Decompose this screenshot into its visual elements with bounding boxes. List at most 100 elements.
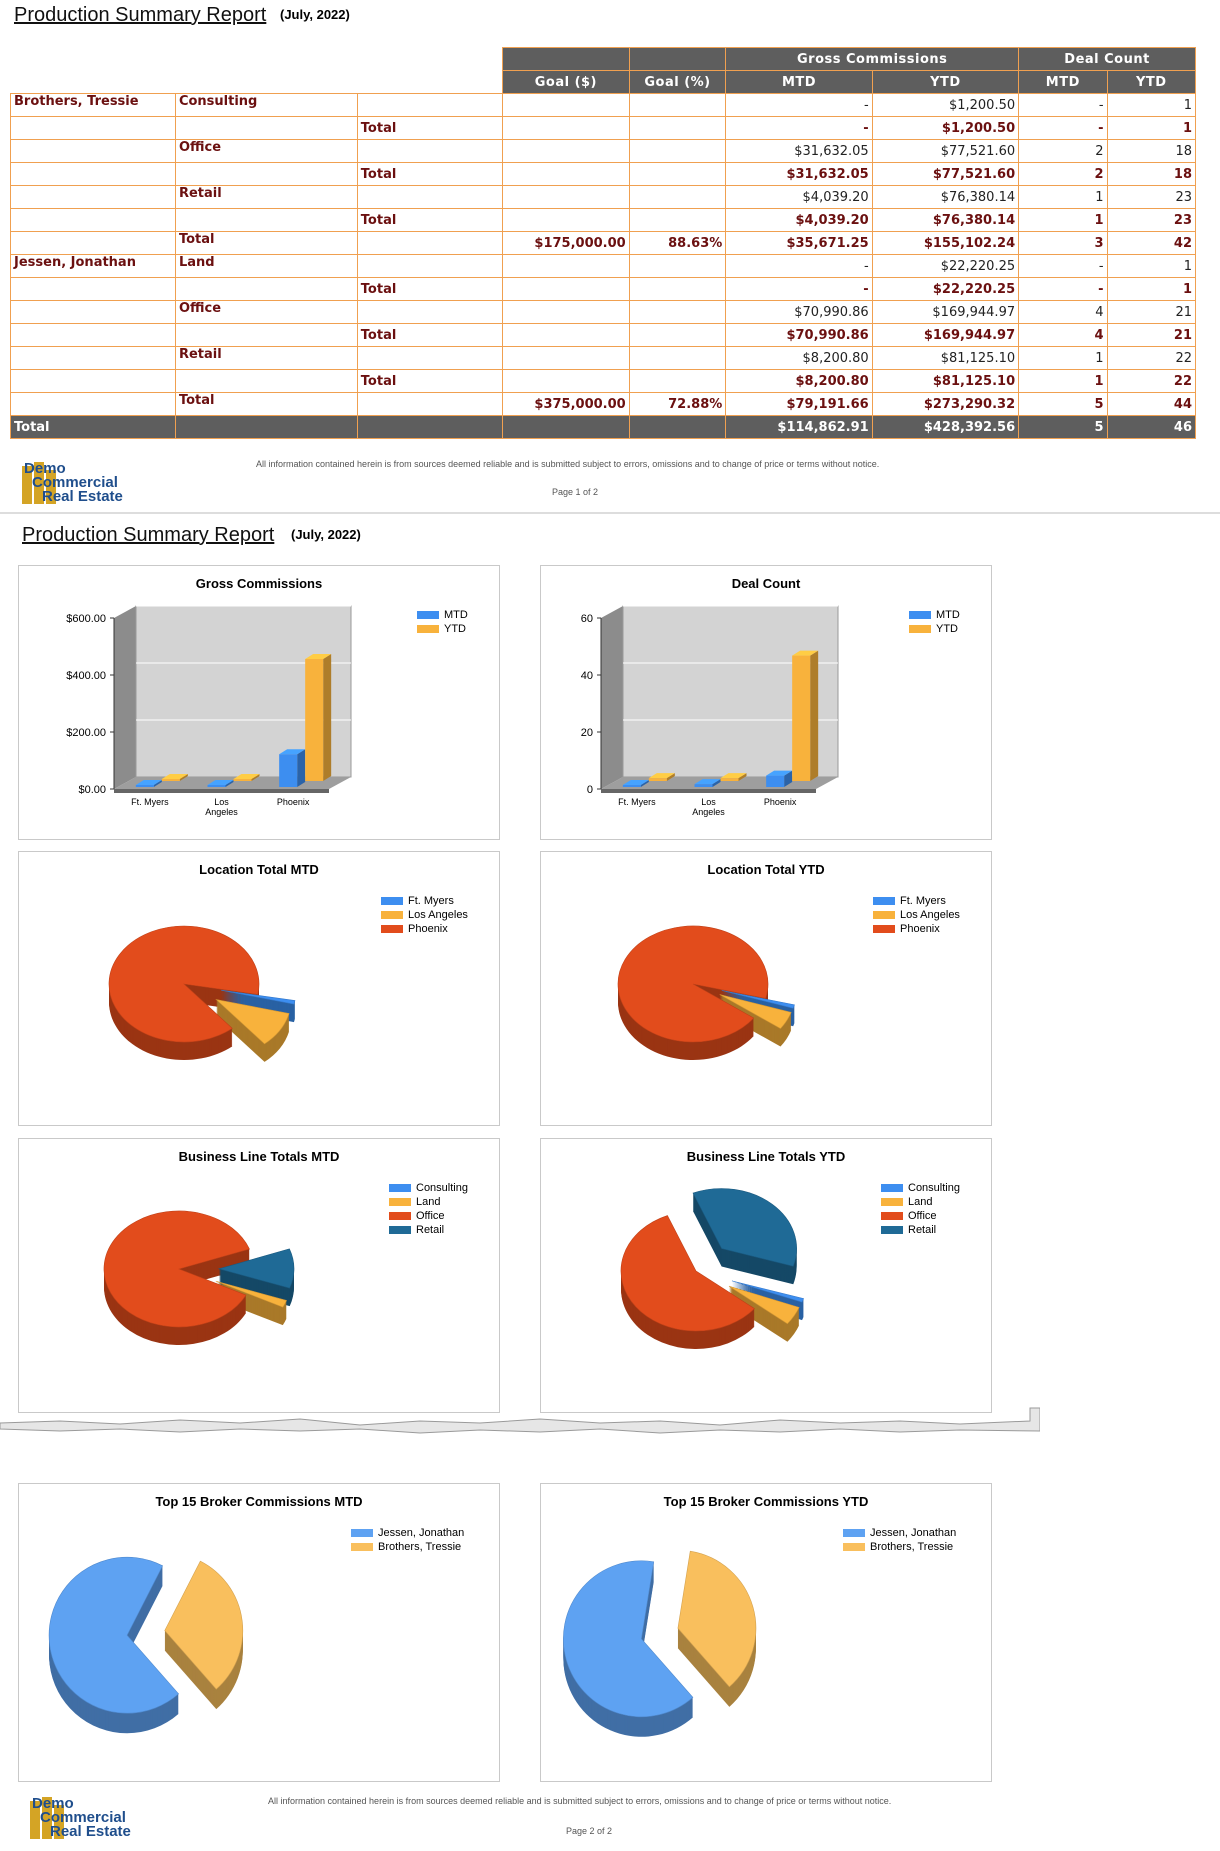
bar-side (179, 774, 188, 781)
cell-goal-amount (502, 300, 630, 324)
chart-tick-label: 0 (587, 784, 593, 796)
chart-panel-location-mtd: Location Total MTD Ft. Myers Los Angeles P… (18, 851, 500, 1126)
grand-gross-ytd: $428,392.56 (871, 415, 1020, 439)
pie-slice (108, 925, 260, 1043)
legend-label: MTD (444, 609, 468, 621)
legend-swatch (881, 1226, 903, 1235)
header-gross-ytd: YTD (871, 70, 1020, 94)
cell-broker (10, 162, 176, 186)
legend-swatch (381, 897, 403, 906)
legend-label: Phoenix (408, 923, 448, 935)
bar-top (622, 780, 649, 785)
cell-deal-mtd: 2 (1018, 139, 1108, 163)
pie-slice (728, 1285, 800, 1325)
header-gross-commissions: Gross Commissions (725, 47, 1020, 71)
legend-swatch (389, 1184, 411, 1193)
chart-panel-deal-count: Deal Count 60 40 20 0 Ft. Myers Los Angeles Pho… (540, 565, 992, 840)
cell-business-line: Land (174, 254, 358, 278)
production-table: Gross Commissions Deal Count Goal ($) Go… (10, 47, 1197, 439)
chart-sidewall (114, 606, 136, 789)
cell-gross-ytd: $273,290.32 (871, 392, 1020, 416)
legend-item: Brothers, Tressie (843, 1540, 956, 1554)
bar-side (297, 749, 306, 787)
cell-deal-mtd: 4 (1018, 323, 1108, 347)
cell-gross-mtd: $31,632.05 (725, 139, 873, 163)
chart-category-label: Ft. Myers (618, 797, 656, 807)
cell-goal-amount (502, 93, 630, 117)
chart-tick-label: $600.00 (66, 613, 106, 625)
pie-slice (164, 1560, 244, 1690)
chart-category-label: Phoenix (277, 797, 310, 807)
legend-label: YTD (444, 623, 466, 635)
chart-tick-label: $400.00 (66, 670, 106, 682)
legend-item: Los Angeles (381, 908, 468, 922)
chart-title: Top 15 Broker Commissions YTD (663, 1494, 869, 1509)
pie-slice (731, 1280, 804, 1303)
cell-gross-mtd: $8,200.80 (725, 369, 873, 393)
cell-goal-percent: 88.63% (628, 231, 727, 255)
legend-swatch (881, 1212, 903, 1221)
page1-date: (July, 2022) (280, 7, 350, 22)
cell-deal-ytd: 1 (1106, 116, 1197, 140)
cell-goal-percent (628, 116, 727, 140)
page-number-p2: Page 2 of 2 (566, 1826, 613, 1836)
grand-total-row: Total $114,862.91 $428,392.56 5 46 (10, 415, 1197, 439)
bar-ytd (648, 778, 667, 781)
legend-swatch (381, 925, 403, 934)
legend-label: Retail (908, 1224, 937, 1236)
bar-top (720, 773, 747, 779)
pie-slice-depth (221, 997, 295, 1012)
chart-tick-label: $200.00 (66, 727, 106, 739)
legend-label: Ft. Myers (408, 895, 454, 907)
legend-label: Office (416, 1210, 445, 1222)
bar-ytd (792, 655, 811, 781)
bar-side (784, 770, 793, 787)
cell-deal-mtd: 1 (1018, 369, 1108, 393)
cell-goal-amount: $175,000.00 (502, 231, 630, 255)
cell-goal-amount (502, 208, 630, 232)
legend-swatch (389, 1198, 411, 1207)
chart-category-label: Angeles (692, 807, 725, 817)
cell-deal-mtd: - (1018, 93, 1108, 117)
legend-swatch (843, 1543, 865, 1552)
page1-title: Production Summary Report (14, 4, 267, 26)
pie-slice (721, 990, 795, 1009)
legend-label: Jessen, Jonathan (870, 1527, 957, 1539)
bar-ytd (305, 659, 324, 781)
cell-gross-mtd: $35,671.25 (725, 231, 873, 255)
legend-swatch (389, 1212, 411, 1221)
cell-deal-mtd: 2 (1018, 162, 1108, 186)
cell-deal-ytd: 1 (1106, 93, 1197, 117)
pie-slice (48, 1556, 179, 1714)
chart-title: Top 15 Broker Commissions MTD (155, 1494, 363, 1509)
cell-deal-ytd: 42 (1106, 231, 1197, 255)
bar-side (810, 650, 819, 781)
cell-gross-mtd: $4,039.20 (725, 208, 873, 232)
legend-label: Los Angeles (408, 909, 468, 921)
cell-subtotal-label: Total (356, 116, 504, 140)
chart-category-label: Los (214, 797, 229, 807)
legend-swatch (351, 1543, 373, 1552)
pie-slice-depth (721, 994, 795, 1013)
disclaimer-p2: All information contained herein is from… (268, 1796, 892, 1806)
pie-slice-depth (221, 993, 295, 1008)
cell-gross-ytd: $1,200.50 (871, 93, 1020, 117)
legend-swatch (909, 625, 931, 634)
cell-gross-ytd: $155,102.24 (871, 231, 1020, 255)
legend-swatch (881, 1198, 903, 1207)
legend-swatch (381, 911, 403, 920)
chart-floor-edge (114, 789, 329, 793)
header-goal-amount: Goal ($) (502, 70, 630, 94)
cell-goal-amount: $375,000.00 (502, 392, 630, 416)
cell-goal-percent (628, 208, 727, 232)
cell-subtotal-label: Total (356, 208, 504, 232)
chart-tick-label: $0.00 (78, 784, 106, 796)
table-row: Retail $8,200.80 $81,125.10 1 22 (10, 346, 1197, 370)
cell-gross-ytd: $22,220.25 (871, 277, 1020, 301)
chart-sidewall (601, 606, 623, 789)
cell-gross-mtd: $70,990.86 (725, 300, 873, 324)
cell-business-line (174, 208, 358, 232)
cell-goal-percent (628, 323, 727, 347)
chart-panel-business-line-mtd: Business Line Totals MTD Consulting Land O… (18, 1138, 500, 1413)
cell-gross-ytd: $169,944.97 (871, 323, 1020, 347)
